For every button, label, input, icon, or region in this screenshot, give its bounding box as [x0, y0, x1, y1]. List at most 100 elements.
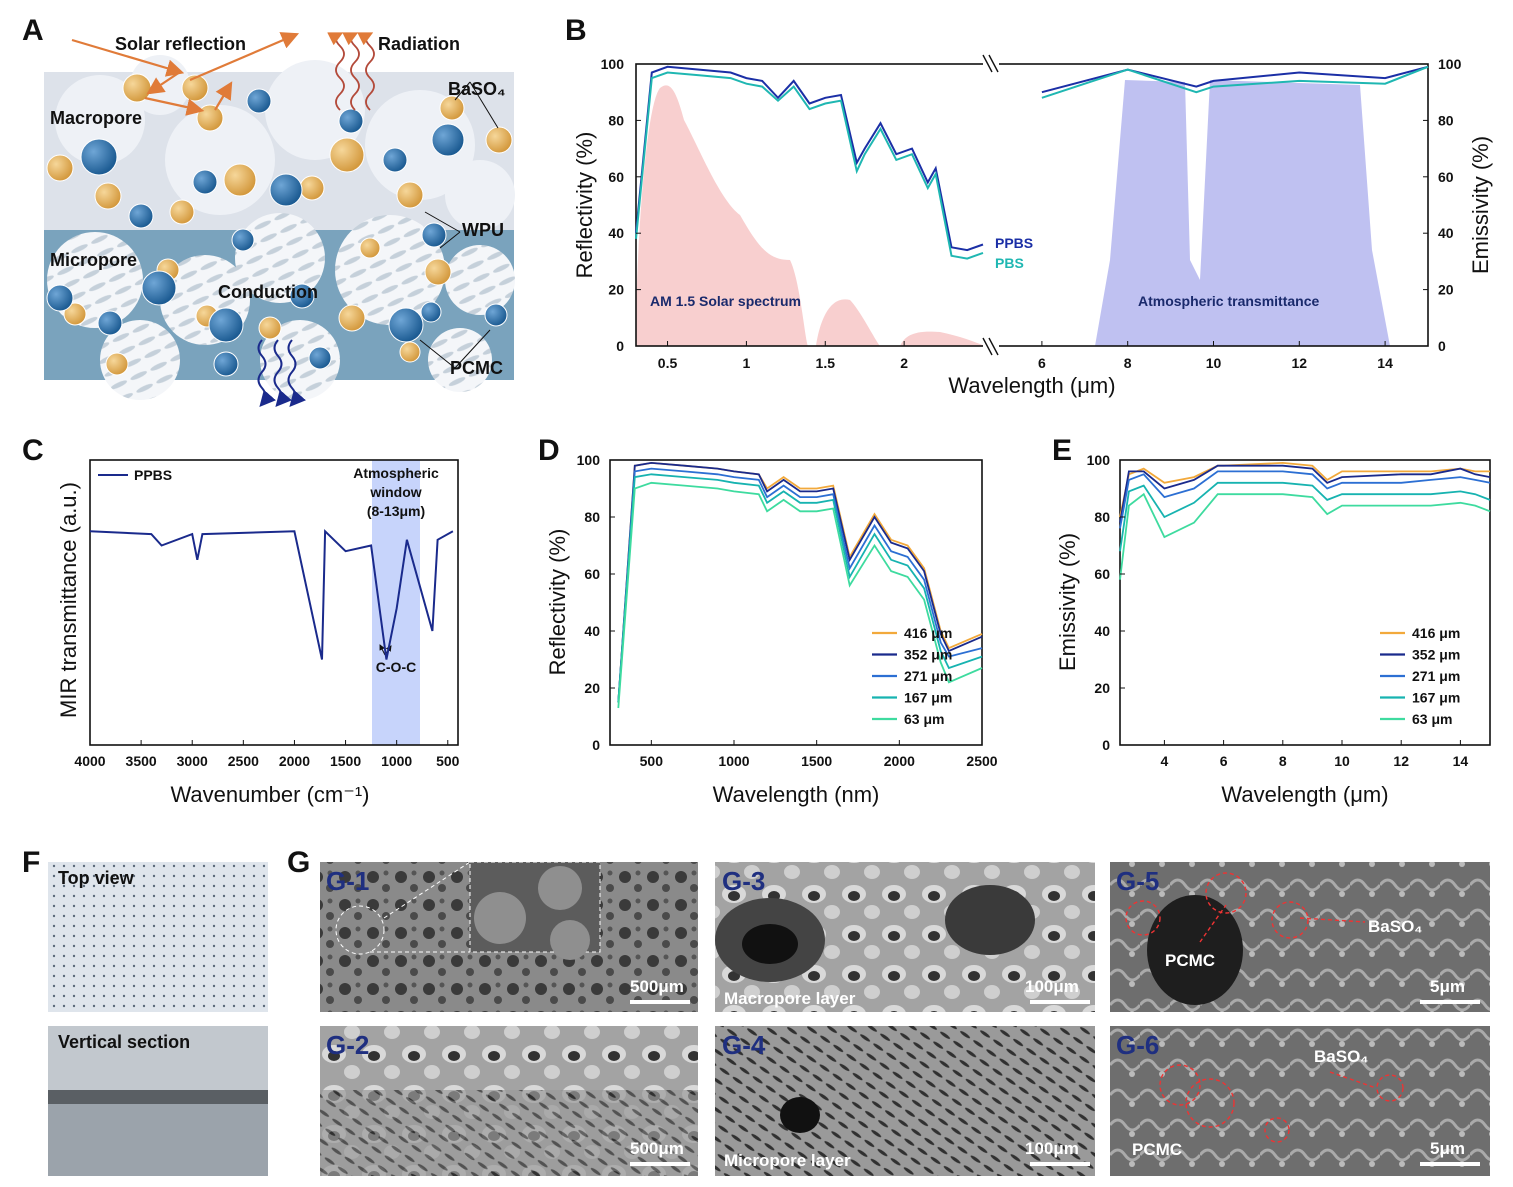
- d-ytick: 20: [584, 680, 600, 696]
- e-xtick: 4: [1161, 753, 1169, 769]
- g5-id: G-5: [1116, 866, 1159, 896]
- d-legend-label: 271 μm: [904, 668, 952, 684]
- baso4-label: BaSO₄: [448, 79, 506, 99]
- micropore-layer-label: Micropore layer: [724, 1151, 851, 1170]
- macropore-layer-label: Macropore layer: [724, 989, 856, 1008]
- sem-g5: [1110, 862, 1490, 1012]
- wpu-label: WPU: [462, 220, 504, 240]
- b-ytick-right: 40: [1438, 225, 1454, 241]
- legend-pbs: PBS: [995, 255, 1024, 271]
- panel-label-e: E: [1052, 434, 1072, 467]
- d-ytick: 60: [584, 566, 600, 582]
- b-series-0-left: [635, 65, 984, 252]
- c-xtick: 500: [436, 753, 460, 769]
- g1-scale: 500μm: [630, 977, 684, 996]
- d-xtick: 500: [640, 753, 664, 769]
- g6-baso4-label: BaSO₄: [1314, 1047, 1368, 1066]
- g4-scale: 100μm: [1025, 1139, 1079, 1158]
- panel-label-g: G: [287, 846, 310, 879]
- b-ytick-left: 80: [608, 112, 624, 128]
- d-xlabel: Wavelength (nm): [713, 782, 880, 807]
- panel-e-ticks: 416 μm 352 μm 271 μm 167 μm 63 μm 0 20 40 60 80 10…: [1087, 452, 1469, 769]
- g3-scale: 100μm: [1025, 977, 1079, 996]
- panel-label-b: B: [565, 14, 587, 47]
- panel-b-curves: [635, 65, 1429, 260]
- g6-scale: 5μm: [1430, 1139, 1465, 1158]
- e-legend-label: 167 μm: [1412, 690, 1460, 706]
- b-xtick: 0.5: [658, 355, 678, 371]
- g1-id: G-1: [326, 866, 369, 896]
- c-window-3: (8-13μm): [367, 503, 425, 519]
- e-legend-label: 63 μm: [1412, 711, 1452, 727]
- b-series-1-left: [635, 71, 984, 260]
- d-ytick: 40: [584, 623, 600, 639]
- d-xtick: 2500: [966, 753, 997, 769]
- d-ytick: 80: [584, 509, 600, 525]
- d-xtick: 1500: [801, 753, 832, 769]
- d-ytick: 0: [592, 737, 600, 753]
- d-ytick: 100: [577, 452, 601, 468]
- e-series-2: [1119, 470, 1491, 529]
- e-xtick: 10: [1334, 753, 1350, 769]
- b-series-1-right: [1041, 65, 1429, 99]
- e-series-1: [1119, 464, 1491, 523]
- e-xlabel: Wavelength (μm): [1221, 782, 1388, 807]
- c-xtick: 1000: [381, 753, 412, 769]
- panel-e-text: Emissivity (%) Wavelength (μm): [1055, 533, 1389, 807]
- e-xtick: 12: [1393, 753, 1409, 769]
- c-series-ppbs: [89, 528, 454, 660]
- atm-transmittance-label: Atmospheric transmittance: [1138, 293, 1319, 309]
- e-ytick: 60: [1094, 566, 1110, 582]
- solar-spectrum-label: AM 1.5 Solar spectrum: [650, 293, 801, 309]
- d-ylabel: Reflectivity (%): [545, 529, 570, 676]
- sem-g2: [320, 1026, 698, 1176]
- b-ytick-right: 80: [1438, 112, 1454, 128]
- b-xtick: 8: [1124, 355, 1132, 371]
- panel-b-ticks: 0 0 20 20 40 40 60 60 80 80 100 100 0.5 1 1.5 2 6 8 10 12 14: [601, 56, 1462, 371]
- panel-c-text: MIR transmittance (a.u.) Wavenumber (cm⁻…: [56, 465, 439, 807]
- vertical-section-label: Vertical section: [58, 1032, 190, 1052]
- sem-g3: [715, 862, 1095, 1012]
- c-xtick: 3000: [177, 753, 208, 769]
- b-ytick-left: 100: [601, 56, 625, 72]
- solar-reflection-label: Solar reflection: [115, 34, 246, 54]
- b-ylabel-right: Emissivity (%): [1468, 136, 1493, 274]
- b-xtick: 6: [1038, 355, 1046, 371]
- b-ylabel-left: Reflectivity (%): [572, 132, 597, 279]
- sem-g6: [1110, 1026, 1490, 1176]
- c-xlabel: Wavenumber (cm⁻¹): [170, 782, 369, 807]
- g2-scale: 500μm: [630, 1139, 684, 1158]
- e-ytick: 0: [1102, 737, 1110, 753]
- d-series-2: [617, 467, 983, 703]
- b-ytick-right: 20: [1438, 282, 1454, 298]
- b-xtick: 10: [1206, 355, 1222, 371]
- c-window-2: window: [369, 484, 421, 500]
- panel-d-frame: [609, 459, 983, 746]
- c-xtick: 4000: [74, 753, 105, 769]
- legend-ppbs: PPBS: [995, 235, 1033, 251]
- e-xtick: 14: [1453, 753, 1469, 769]
- g2-id: G-2: [326, 1030, 369, 1060]
- c-ylabel: MIR transmittance (a.u.): [56, 482, 81, 718]
- panel-label-f: F: [22, 846, 40, 879]
- macropore-label: Macropore: [50, 108, 142, 128]
- e-series-3: [1119, 481, 1491, 552]
- panel-c-curve: [89, 528, 454, 660]
- e-ytick: 80: [1094, 509, 1110, 525]
- vertical-section-photo: [48, 1026, 268, 1176]
- panel-g-text: G-1 G-2 G-3 G-4 G-5 G-6 500μm 500μm 100μ…: [326, 866, 1465, 1170]
- g6-id: G-6: [1116, 1030, 1159, 1060]
- panel-e-curves: [1119, 461, 1491, 580]
- g5-pcmc-label: PCMC: [1165, 951, 1215, 970]
- b-ytick-left: 60: [608, 169, 624, 185]
- panel-c-chart: [89, 459, 459, 746]
- top-view-label: Top view: [58, 868, 135, 888]
- panel-b-text: Reflectivity (%) Emissivity (%) Waveleng…: [572, 132, 1493, 398]
- b-ytick-right: 0: [1438, 338, 1446, 354]
- g5-scale: 5μm: [1430, 977, 1465, 996]
- b-ytick-left: 0: [616, 338, 624, 354]
- panel-label-c: C: [22, 434, 44, 467]
- e-series-4: [1119, 492, 1491, 580]
- panel-b-chart: [635, 40, 1429, 360]
- e-xtick: 6: [1220, 753, 1228, 769]
